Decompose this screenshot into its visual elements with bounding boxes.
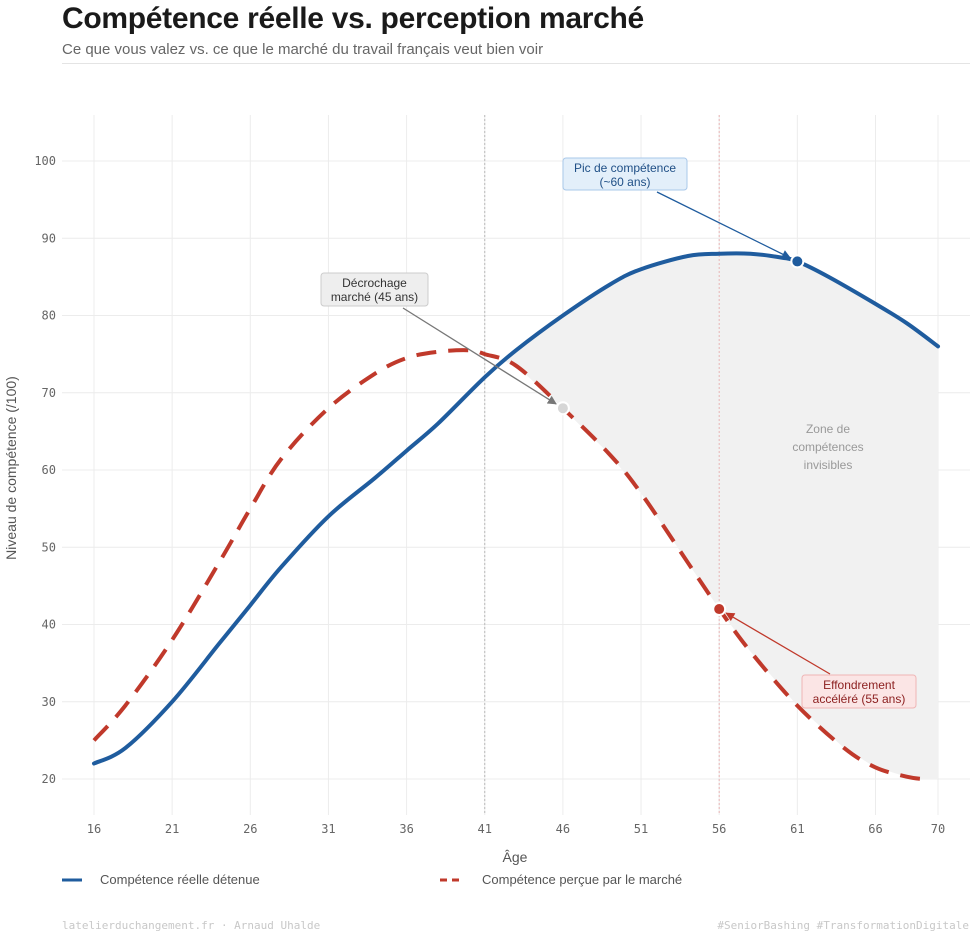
- annotation-box: [320, 272, 429, 307]
- data-point: [555, 401, 570, 416]
- y-tick-label: 80: [42, 309, 56, 323]
- x-tick-label: 16: [87, 822, 101, 836]
- legend-label-perceived: Compétence perçue par le marché: [482, 872, 683, 887]
- x-tick-label: 31: [321, 822, 335, 836]
- legend-item-real: Compétence réelle détenue: [62, 872, 260, 887]
- y-tick-label: 60: [42, 463, 56, 477]
- x-tick-label: 66: [868, 822, 882, 836]
- y-tick-label: 30: [42, 695, 56, 709]
- series-line-perceived: [92, 348, 923, 781]
- zone-label: Zone de compétences invisibles: [792, 422, 863, 472]
- x-tick-label: 41: [478, 822, 492, 836]
- annotation-text: (~60 ans): [599, 175, 650, 189]
- annotation-text: marché (45 ans): [331, 290, 418, 304]
- x-axis-label: Âge: [503, 849, 528, 865]
- annotation-arrow: [402, 307, 557, 405]
- x-tick-label: 36: [399, 822, 413, 836]
- y-tick-label: 40: [42, 618, 56, 632]
- annotation-text: Pic de compétence: [574, 161, 676, 175]
- y-tick-label: 100: [34, 154, 56, 168]
- header-divider: [62, 63, 970, 64]
- y-tick-label: 90: [42, 231, 56, 245]
- y-axis-label: Niveau de compétence (/100): [3, 376, 19, 560]
- x-tick-label: 26: [243, 822, 257, 836]
- x-tick-label: 21: [165, 822, 179, 836]
- x-tick-label: 70: [931, 822, 945, 836]
- legend-item-perceived: Compétence perçue par le marché: [440, 872, 682, 887]
- legend-swatch-real: [62, 878, 82, 881]
- x-tick-label: 56: [712, 822, 726, 836]
- annotation-arrow: [656, 191, 791, 259]
- zone-label-line: invisibles: [804, 458, 853, 472]
- y-tick-label: 50: [42, 540, 56, 554]
- x-tick-label: 51: [634, 822, 648, 836]
- zone-label-line: Zone de: [806, 422, 850, 436]
- y-tick-label: 20: [42, 772, 56, 786]
- x-tick-label: 46: [556, 822, 570, 836]
- x-tick-label: 61: [790, 822, 804, 836]
- annotation-text: Décrochage: [342, 276, 407, 290]
- legend-swatch-perceived: [440, 878, 464, 881]
- y-tick-label: 70: [42, 386, 56, 400]
- footer-hashtags: #SeniorBashing #TransformationDigitale: [717, 919, 969, 932]
- chart-title: Compétence réelle vs. perception marché: [62, 2, 644, 35]
- annotation-box: [562, 157, 688, 191]
- data-point: [790, 254, 805, 269]
- annotation-text: accéléré (55 ans): [813, 692, 906, 706]
- annotation-box: [801, 674, 917, 709]
- footer-credit: latelierduchangement.fr · Arnaud Uhalde: [62, 919, 321, 932]
- annotation-arrow: [725, 612, 831, 675]
- chart-subtitle: Ce que vous valez vs. ce que le marché d…: [62, 41, 544, 58]
- annotation-text: Effondrement: [823, 678, 895, 692]
- zone-label-line: compétences: [792, 440, 863, 454]
- legend-label-real: Compétence réelle détenue: [100, 872, 260, 887]
- data-point: [712, 602, 727, 617]
